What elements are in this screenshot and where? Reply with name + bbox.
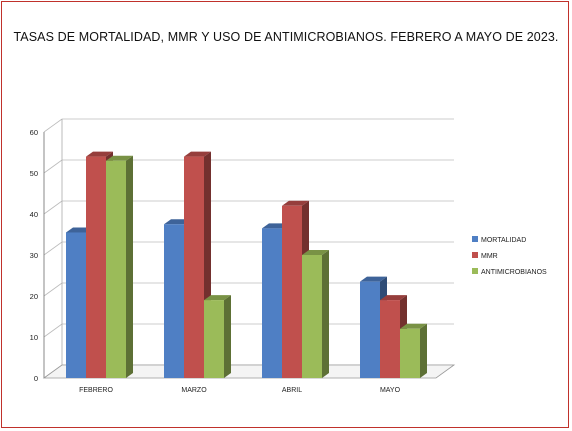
- legend-label: ANTIMICROBIANOS: [481, 269, 547, 276]
- bar-top: [282, 200, 309, 206]
- x-tick-label: MARZO: [181, 387, 207, 394]
- bar-top: [86, 151, 113, 157]
- legend-swatch: [472, 236, 478, 242]
- y-tick-label: 10: [30, 333, 38, 342]
- bar-mortalidad-abril: [262, 228, 282, 378]
- y-tick-label: 50: [30, 169, 38, 178]
- bar-top: [204, 295, 231, 301]
- chart-title: TASAS DE MORTALIDAD, MMR Y USO DE ANTIMI…: [13, 30, 559, 44]
- y-tick-label: 40: [30, 210, 38, 219]
- bar-side: [224, 295, 231, 378]
- bar-top: [184, 151, 211, 157]
- x-tick-label: MAYO: [380, 387, 401, 394]
- bar-side: [420, 323, 427, 378]
- legend-swatch: [472, 268, 478, 274]
- bar-antimicrobianos-mayo: [400, 328, 420, 378]
- x-tick-label: FEBRERO: [79, 387, 113, 394]
- gridline-depth: [43, 200, 63, 215]
- gridline-depth: [43, 241, 63, 256]
- bar-side: [126, 155, 133, 378]
- gridline-depth: [43, 159, 63, 174]
- bar-antimicrobianos-abril: [302, 255, 322, 378]
- bar-side: [322, 250, 329, 378]
- bar-top: [360, 276, 387, 282]
- bar-mortalidad-mayo: [360, 281, 380, 378]
- x-tick-label: ABRIL: [282, 387, 302, 394]
- bar-mmr-mayo: [380, 300, 400, 378]
- legend-label: MORTALIDAD: [481, 237, 526, 244]
- gridline-depth: [43, 282, 63, 297]
- bar-mmr-abril: [282, 205, 302, 378]
- bar-mortalidad-febrero: [66, 232, 86, 378]
- y-tick-label: 60: [30, 128, 38, 137]
- bar-top: [106, 155, 133, 161]
- y-tick-label: 30: [30, 251, 38, 260]
- bar-top: [400, 323, 427, 329]
- bar-top: [380, 295, 407, 301]
- bar-antimicrobianos-febrero: [106, 160, 126, 378]
- gridline-depth: [43, 323, 63, 338]
- y-tick-label: 0: [34, 374, 38, 383]
- bar-mmr-marzo: [184, 156, 204, 378]
- y-tick-label: 20: [30, 292, 38, 301]
- bar-mmr-febrero: [86, 156, 106, 378]
- bar-mortalidad-marzo: [164, 224, 184, 378]
- legend-label: MMR: [481, 253, 498, 260]
- bar-top: [302, 250, 329, 255]
- legend-swatch: [472, 252, 478, 258]
- bar-antimicrobianos-marzo: [204, 300, 224, 378]
- gridline-depth: [43, 118, 63, 133]
